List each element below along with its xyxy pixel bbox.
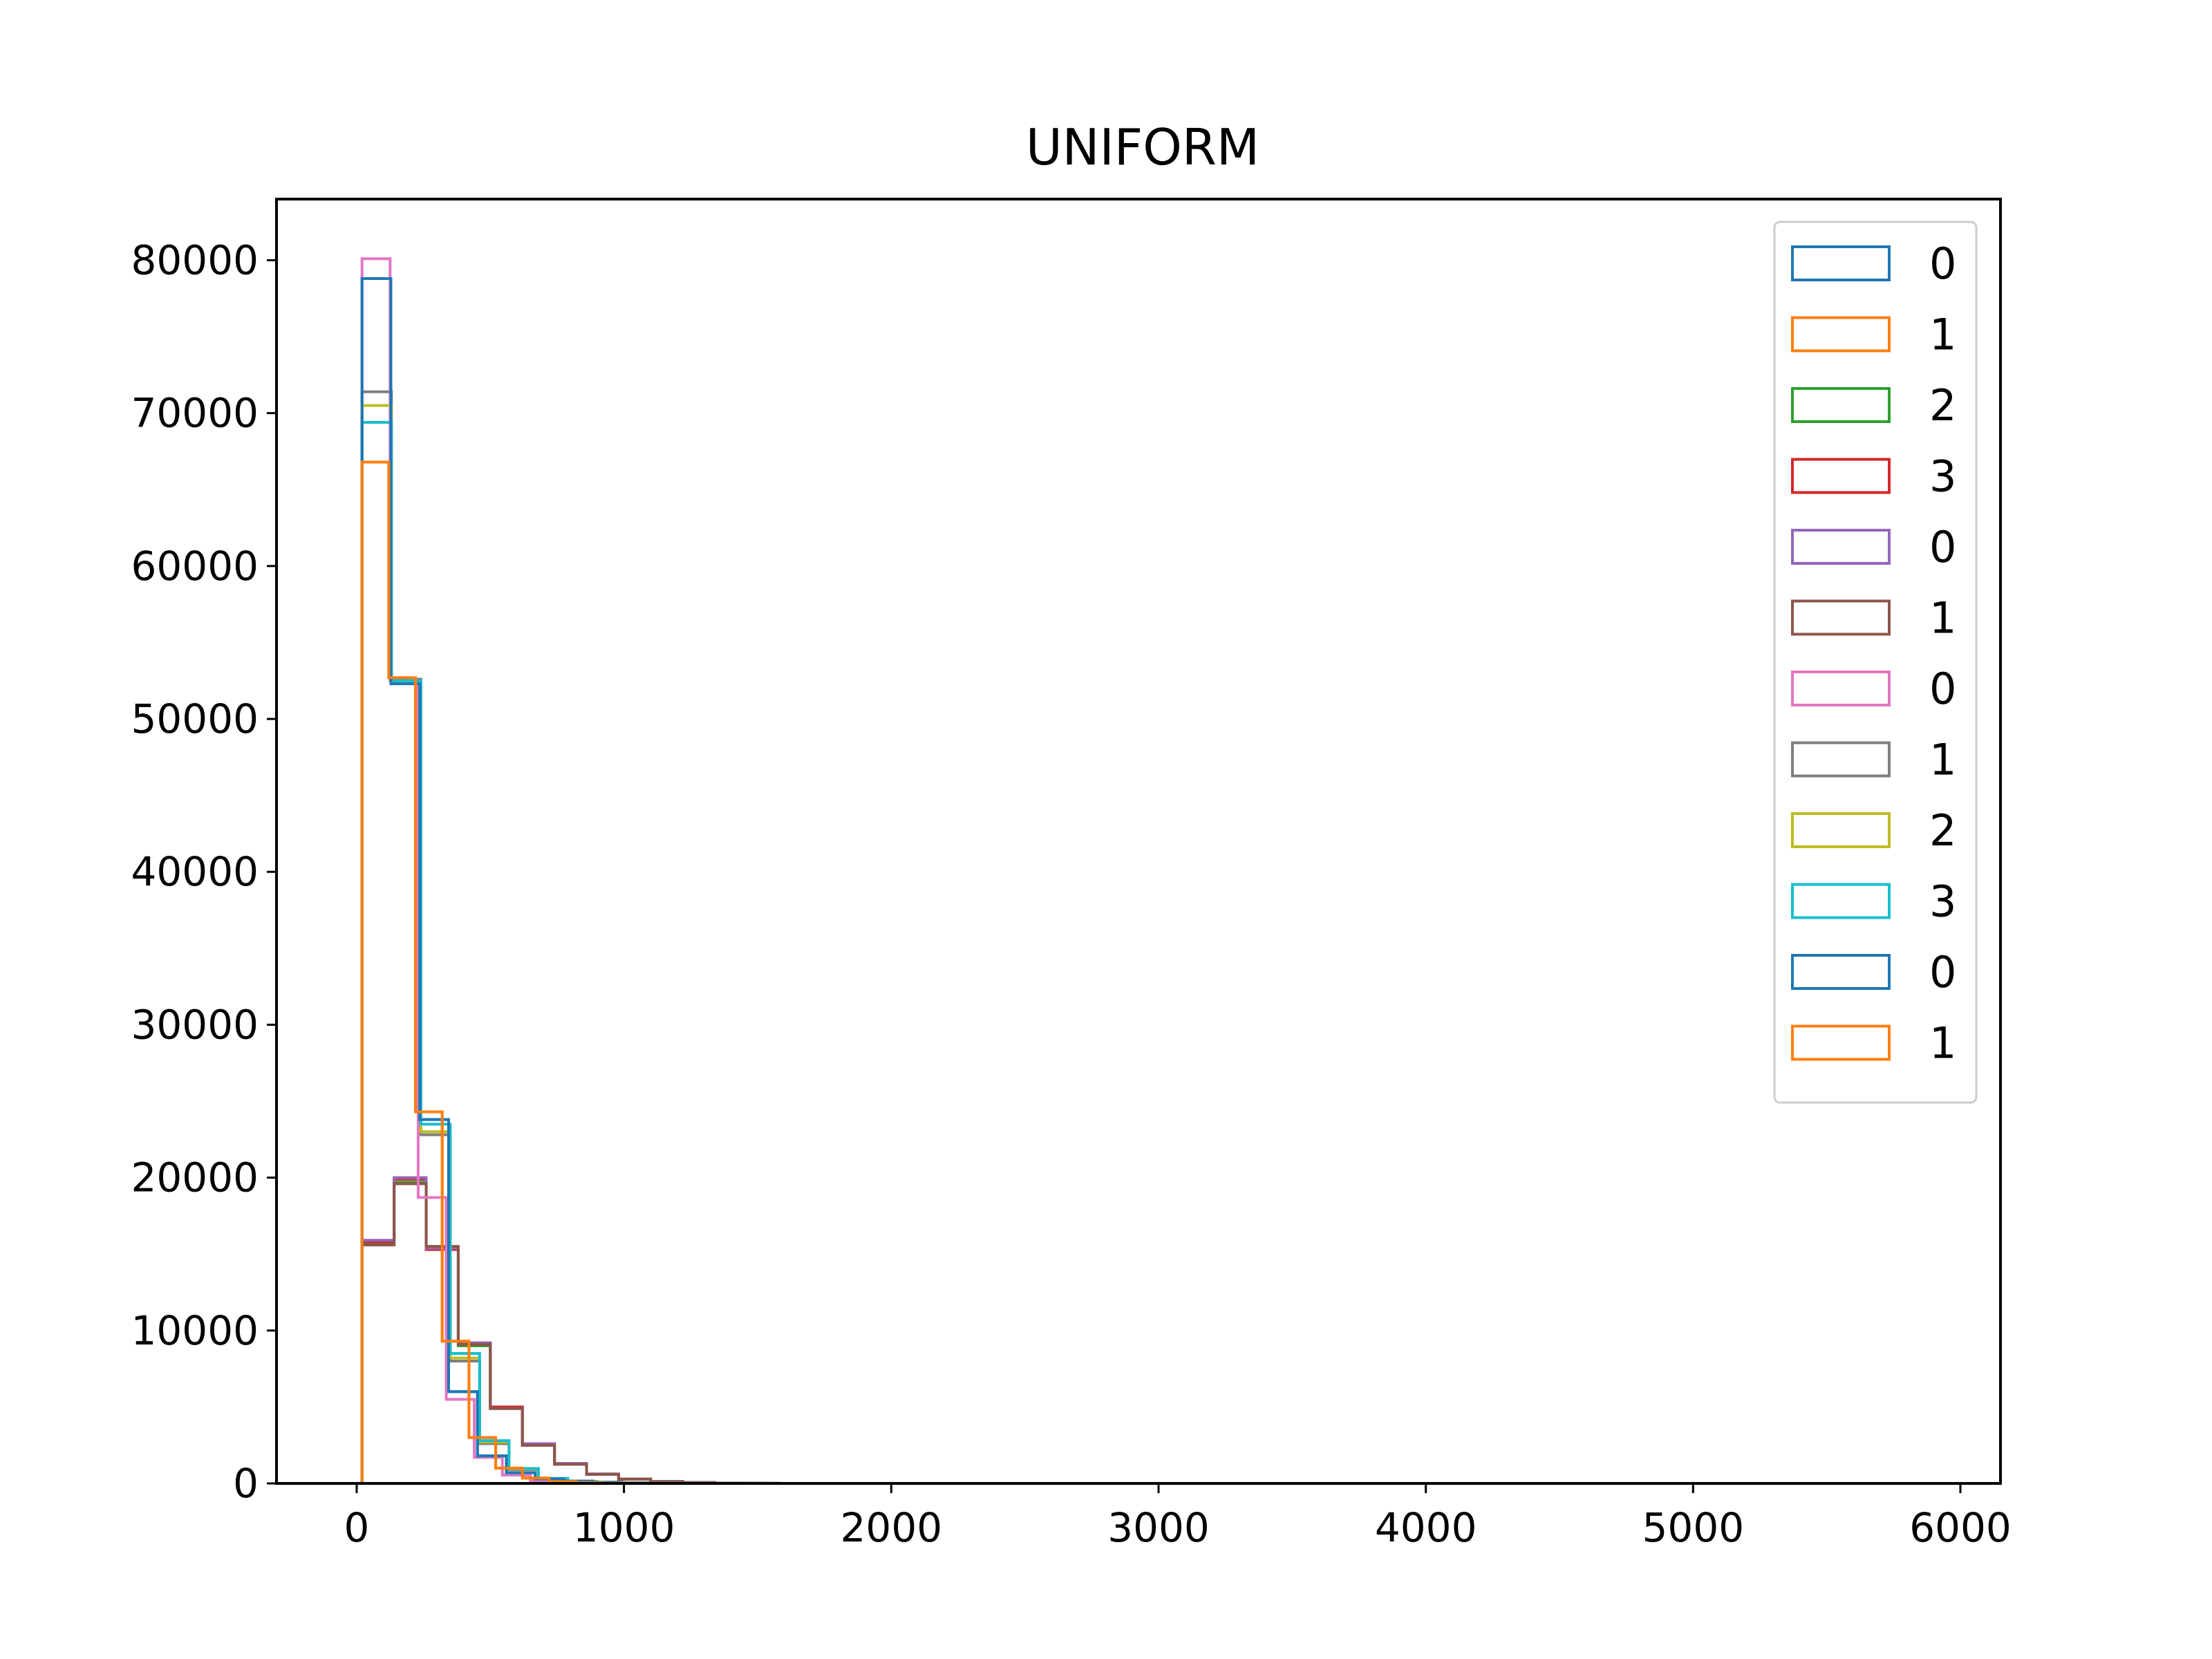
chart-title: UNIFORM (1026, 118, 1259, 176)
y-tick-label: 70000 (131, 390, 259, 437)
y-tick-label: 80000 (131, 236, 259, 283)
y-tick-label: 50000 (131, 695, 259, 742)
legend-swatch (1791, 458, 1891, 494)
legend-label: 2 (1929, 380, 1956, 431)
legend-swatch (1791, 599, 1891, 636)
x-tick-label: 4000 (1375, 1504, 1477, 1551)
legend-label: 0 (1929, 947, 1956, 997)
y-tick-label: 40000 (131, 848, 259, 895)
legend-label: 0 (1929, 238, 1956, 289)
y-tick-label: 30000 (131, 1001, 259, 1048)
legend-label: 3 (1929, 451, 1956, 502)
axes-frame (275, 198, 2002, 1485)
legend-label: 0 (1929, 664, 1956, 714)
x-tick-label: 1000 (573, 1504, 675, 1551)
x-tick-label: 3000 (1107, 1504, 1210, 1551)
x-tick-label: 2000 (841, 1504, 943, 1551)
y-tick-label: 60000 (131, 543, 259, 590)
legend-swatch (1791, 741, 1891, 778)
legend-label: 1 (1929, 1018, 1956, 1069)
legend-label: 1 (1929, 310, 1956, 360)
legend-label: 3 (1929, 877, 1956, 927)
legend: 0 1 2 3 0 1 0 1 2 3 0 1 (1773, 221, 1978, 1104)
x-tick-label: 5000 (1642, 1504, 1745, 1551)
legend-swatch (1791, 316, 1891, 353)
y-axis: 0 10000 20000 30000 40000 50000 60000 70000 8000… (131, 236, 276, 1507)
legend-label: 1 (1929, 593, 1956, 644)
legend-swatch (1791, 387, 1891, 423)
legend-swatch (1791, 812, 1891, 848)
legend-swatch (1791, 671, 1891, 706)
x-axis: 0 1000 2000 3000 4000 5000 6000 (344, 1483, 2012, 1551)
legend-swatch (1791, 245, 1891, 281)
legend-swatch (1791, 1024, 1891, 1061)
legend-label: 1 (1929, 735, 1956, 785)
legend-swatch (1791, 529, 1891, 565)
x-tick-label: 6000 (1909, 1504, 2012, 1551)
legend-swatch (1791, 883, 1891, 919)
legend-swatch (1791, 954, 1891, 990)
y-tick-label: 0 (233, 1460, 259, 1507)
legend-frame (1773, 221, 1978, 1104)
y-tick-label: 10000 (131, 1307, 259, 1354)
legend-label: 0 (1929, 522, 1956, 572)
x-tick-label: 0 (344, 1504, 370, 1551)
y-tick-label: 20000 (131, 1154, 259, 1201)
legend-label: 2 (1929, 805, 1956, 856)
